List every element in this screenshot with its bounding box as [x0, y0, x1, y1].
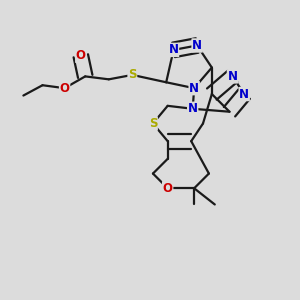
Text: N: N	[227, 70, 237, 83]
Text: N: N	[169, 44, 178, 56]
Text: N: N	[192, 39, 202, 52]
Text: N: N	[189, 82, 199, 95]
Text: O: O	[163, 182, 173, 195]
Text: S: S	[149, 117, 157, 130]
Text: O: O	[76, 49, 86, 62]
Text: S: S	[128, 68, 136, 81]
Text: O: O	[60, 82, 70, 95]
Text: N: N	[239, 88, 249, 100]
Text: N: N	[188, 102, 198, 115]
